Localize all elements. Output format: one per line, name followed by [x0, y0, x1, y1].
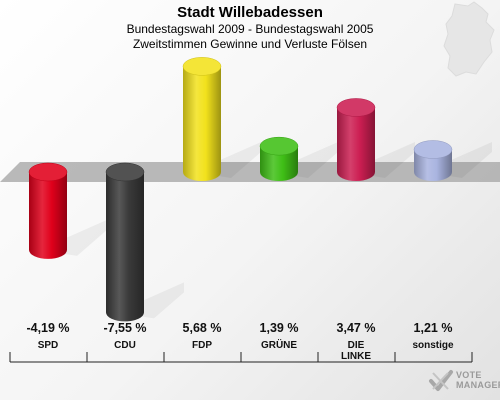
category-label: SPD	[38, 340, 59, 351]
category-label: GRÜNE	[261, 338, 297, 351]
brand-line-manager: MANAGER	[456, 380, 500, 390]
brand-line-vote: VOTE	[456, 370, 482, 380]
category-label: sonstige	[412, 340, 454, 351]
chart-subtitle-election: Bundestagswahl 2009 - Bundestagswahl 200…	[126, 22, 374, 36]
bar-die-linke	[336, 98, 415, 181]
bar-fdp	[182, 57, 261, 181]
chart-subtitle-district: Zweitstimmen Gewinne und Verluste Fölsen	[132, 37, 368, 51]
vote-manager-logo: VOTE MANAGER	[428, 368, 500, 396]
value-label: 3,47 %	[337, 321, 376, 335]
value-label: 1,39 %	[260, 321, 299, 335]
bar-sonstige	[413, 140, 492, 181]
bar-grüne	[259, 136, 338, 181]
category-label: FDP	[192, 340, 212, 351]
category-label: LINKE	[341, 351, 371, 362]
bar-cdu	[105, 162, 184, 322]
category-label: CDU	[114, 340, 136, 351]
category-label: DIE	[348, 340, 365, 351]
value-label: -7,55 %	[103, 321, 146, 335]
bar-spd	[28, 162, 107, 259]
chart-title: Stadt Willebadessen	[177, 4, 323, 21]
value-label: 1,21 %	[414, 321, 453, 335]
chart-header: Stadt Willebadessen Bundestagswahl 2009 …	[0, 4, 500, 52]
germany-map-icon	[443, 1, 495, 77]
value-label: 5,68 %	[183, 321, 222, 335]
value-label: -4,19 %	[26, 321, 69, 335]
checkmark-logo-icon	[429, 370, 453, 391]
